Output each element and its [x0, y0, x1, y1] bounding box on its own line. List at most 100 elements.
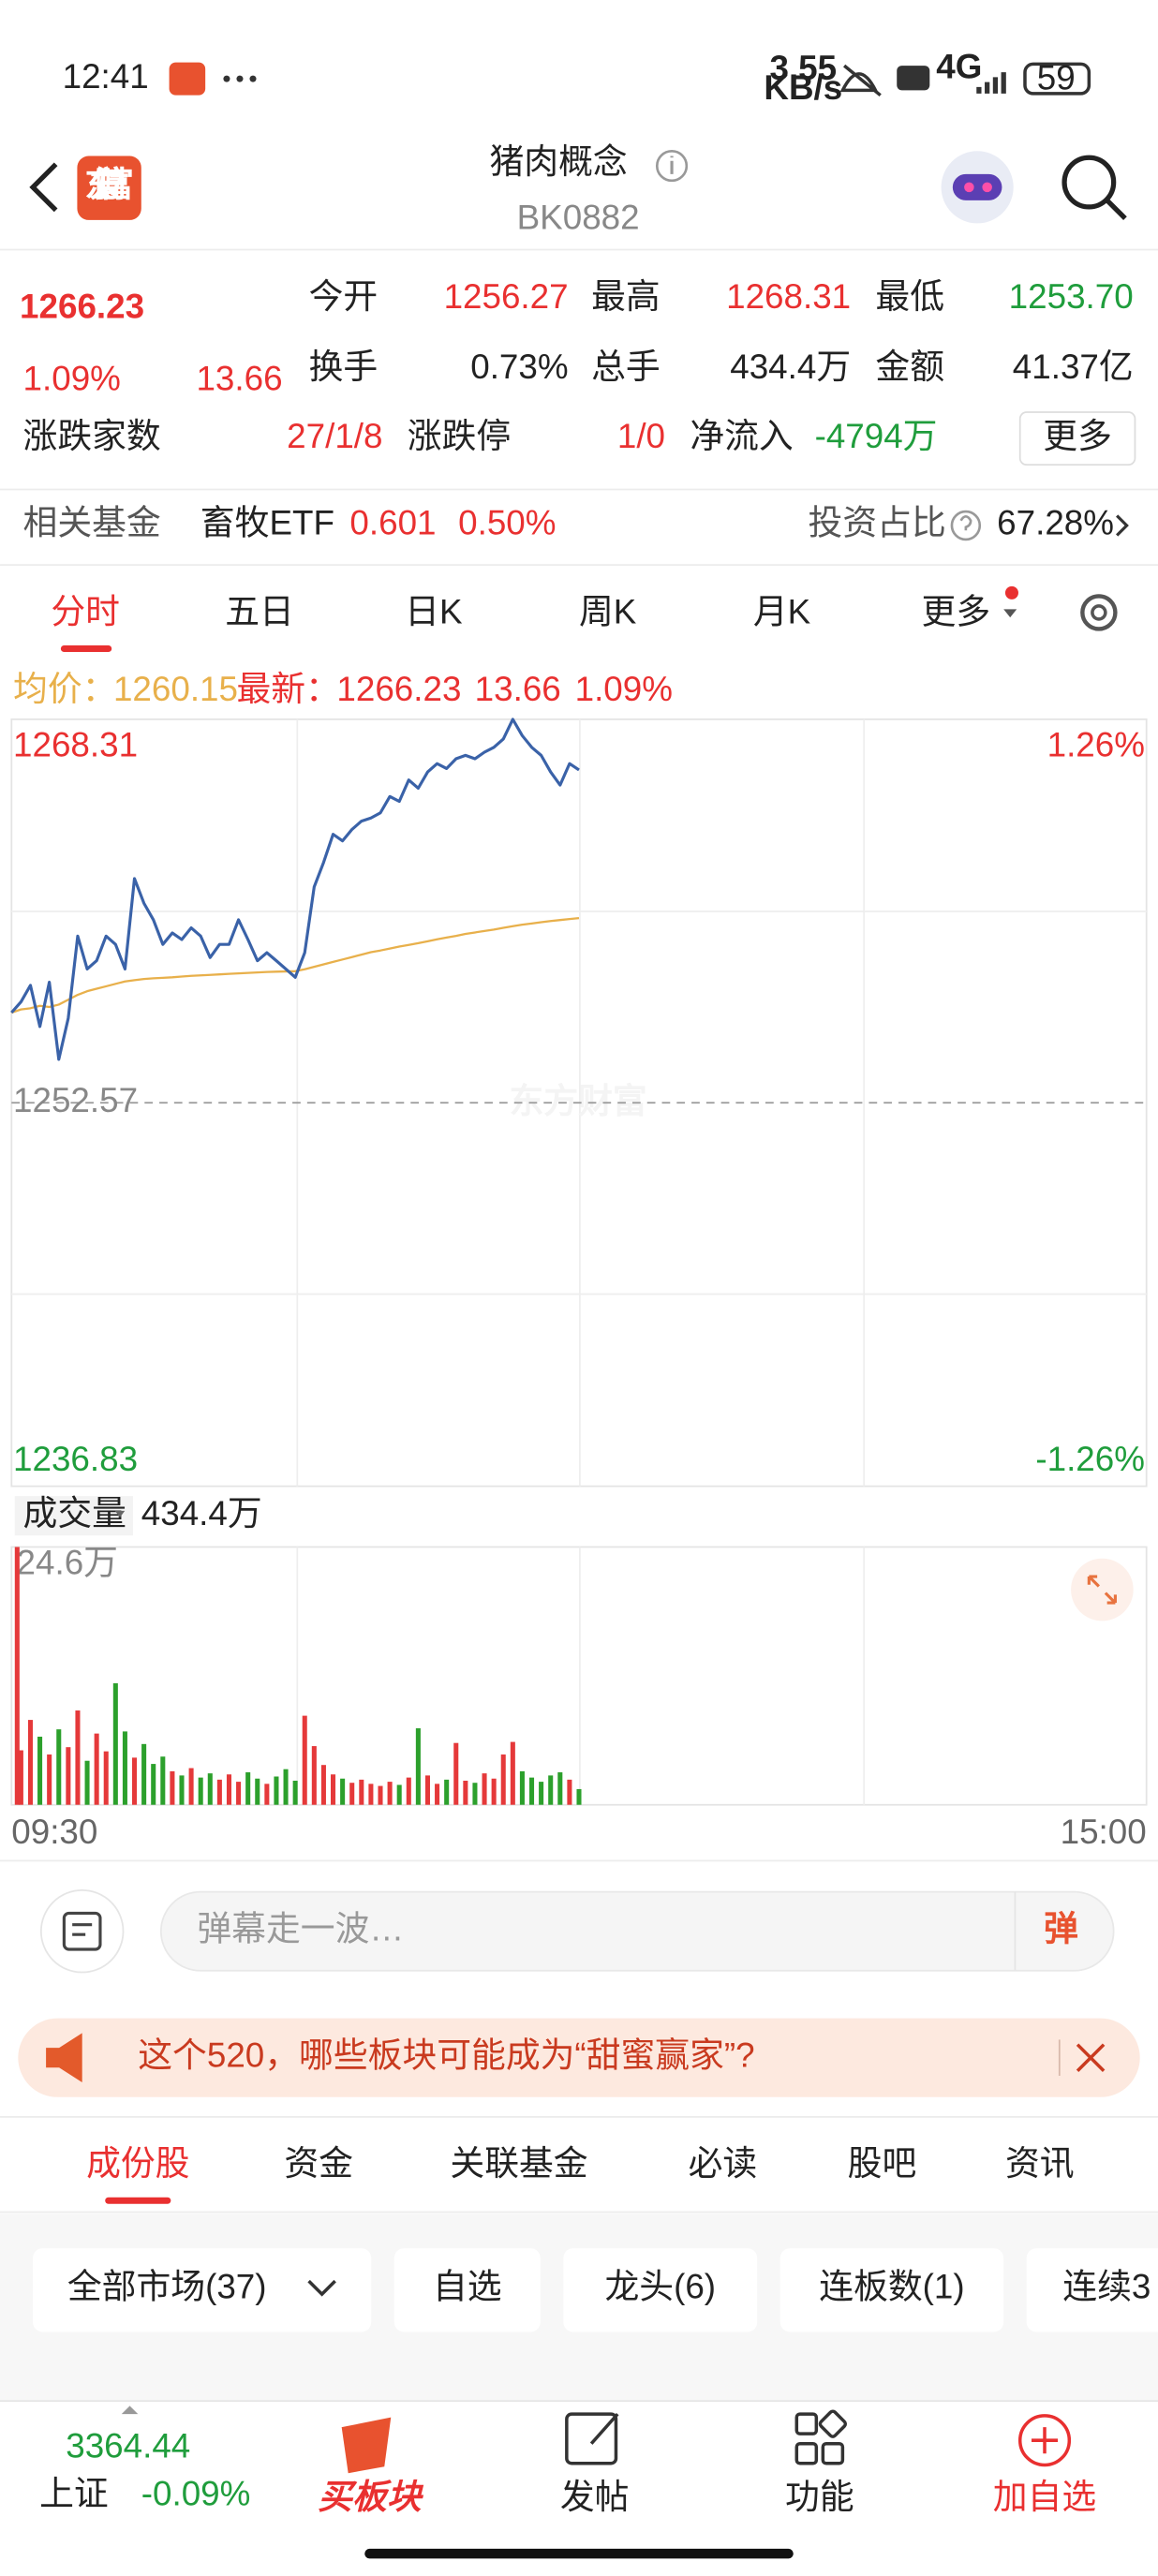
volume-bar [311, 1746, 317, 1805]
banner-close[interactable] [1076, 2043, 1106, 2072]
comment-icon[interactable] [39, 1889, 125, 1974]
volume-bar [141, 1743, 147, 1805]
y-tick-label: 1268.31 [13, 725, 138, 763]
nav-item[interactable]: 买板块 [318, 2478, 424, 2516]
nav-item[interactable]: 发帖 [560, 2478, 630, 2516]
filter-chip[interactable] [33, 2248, 372, 2332]
comment-input[interactable] [159, 1890, 1115, 1972]
more-label: 更多 [1043, 417, 1112, 455]
comment-placeholder: 弹幕走一波… [197, 1909, 404, 1947]
filter-dropdown [307, 2279, 336, 2297]
back-button[interactable] [29, 162, 58, 213]
stat-label: 金额 [875, 348, 944, 386]
breadth: 27/1/8 [287, 417, 382, 455]
filter-chip[interactable] [779, 2248, 1004, 2332]
danmaku-button[interactable]: 弹 [1044, 1909, 1078, 1947]
banner[interactable] [18, 2018, 1140, 2097]
filter-label: 自选 [433, 2268, 502, 2306]
home-indicator [364, 2548, 794, 2559]
help-icon[interactable] [950, 510, 982, 541]
volume-bar [472, 1783, 478, 1805]
volume-bar [274, 1776, 279, 1805]
content-tab[interactable]: 关联基金 [450, 2144, 587, 2183]
change-pct: 1.09% [23, 359, 121, 397]
filter-label: 连续3 [1062, 2268, 1151, 2306]
volume-bar [557, 1772, 563, 1805]
volume-bar [112, 1682, 118, 1805]
status-time: 12:41 [63, 57, 149, 96]
volume-bar [340, 1778, 346, 1805]
change: 13.66 [196, 359, 282, 397]
y2-tick-label: 1.26% [1047, 725, 1145, 763]
search-button[interactable] [1062, 155, 1117, 210]
nav-item[interactable]: 加自选 [993, 2478, 1096, 2516]
content-tab[interactable]: 资讯 [1005, 2144, 1075, 2183]
volume-bar [179, 1775, 185, 1805]
y2-tick-label: -1.26% [1035, 1440, 1145, 1478]
volume-bar [27, 1720, 33, 1805]
volume-bar [406, 1777, 411, 1805]
net-speed: 3.55 [769, 49, 837, 87]
chart-tab[interactable]: 月K [753, 592, 811, 630]
volume-bar [14, 1547, 20, 1805]
more-button[interactable] [1018, 411, 1136, 466]
index-change: -0.09% [141, 2475, 251, 2513]
mute-icon [839, 64, 882, 97]
volume-bar [368, 1784, 374, 1805]
network: 4G [936, 47, 982, 85]
info-icon[interactable] [655, 149, 689, 183]
index-value: 3364.44 [66, 2427, 190, 2465]
volume-bar [500, 1754, 506, 1805]
settings-button[interactable] [1080, 594, 1118, 631]
signal-icon [976, 72, 1006, 94]
volume-bar [510, 1741, 515, 1805]
stat-value: 1268.31 [726, 277, 851, 316]
hd-icon [897, 66, 930, 91]
expand-button[interactable] [1071, 1558, 1134, 1621]
volume-bar [302, 1715, 307, 1805]
logo[interactable] [77, 155, 141, 220]
x-tick-label: 15:00 [1061, 1813, 1147, 1851]
fund-change: 0.50% [458, 504, 556, 542]
stat-value: 41.37亿 [1013, 348, 1134, 386]
avg-label: 均价： [13, 670, 116, 708]
volume-bar [94, 1733, 99, 1805]
volume-bar [56, 1729, 62, 1805]
chart-tab[interactable]: 周K [579, 592, 637, 630]
stat-value: 1253.70 [1009, 277, 1134, 316]
volume-bar [359, 1779, 364, 1805]
chart-tab[interactable]: 更多 [922, 592, 991, 630]
content-tab[interactable]: 股吧 [848, 2144, 917, 2183]
chart-tab[interactable]: 分时 [51, 592, 120, 630]
chart-tab[interactable]: 五日 [225, 592, 294, 630]
banner-text: 这个520，哪些板块可能成为“甜蜜赢家”? [138, 2036, 754, 2074]
stat-label: 今开 [309, 277, 379, 316]
breadth-label: 涨跌家数 [23, 417, 161, 455]
volume-bar [415, 1728, 421, 1805]
stat-value: 1256.27 [444, 277, 569, 316]
battery: 59 [1037, 59, 1076, 97]
ratio: 67.28% [997, 504, 1114, 542]
watermark: 东方财富 [510, 1082, 647, 1120]
content-tab[interactable]: 成份股 [86, 2144, 189, 2183]
app-icon [169, 62, 206, 96]
nav-item[interactable]: 功能 [785, 2478, 854, 2516]
x-tick-label: 09:30 [11, 1813, 97, 1851]
latest-value: 1266.23 [336, 670, 461, 708]
volume-bar [567, 1779, 572, 1805]
filter-chip[interactable] [563, 2248, 758, 2332]
y-tick-label: 1236.83 [13, 1440, 138, 1478]
volume-bar [292, 1780, 298, 1805]
filter-chip[interactable] [393, 2248, 541, 2332]
netflow-label: 净流入 [690, 417, 793, 455]
fund-label: 相关基金 [23, 504, 161, 542]
fund-name[interactable]: 畜牧ETF [200, 504, 334, 542]
chart-tab[interactable]: 日K [405, 592, 463, 630]
content-tab[interactable]: 资金 [284, 2144, 353, 2183]
filter-chip[interactable] [1026, 2248, 1158, 2332]
volume-bar [424, 1775, 430, 1805]
volume-bar [84, 1760, 90, 1805]
content-tab[interactable]: 必读 [689, 2144, 758, 2183]
volume-selector[interactable] [14, 1496, 134, 1536]
